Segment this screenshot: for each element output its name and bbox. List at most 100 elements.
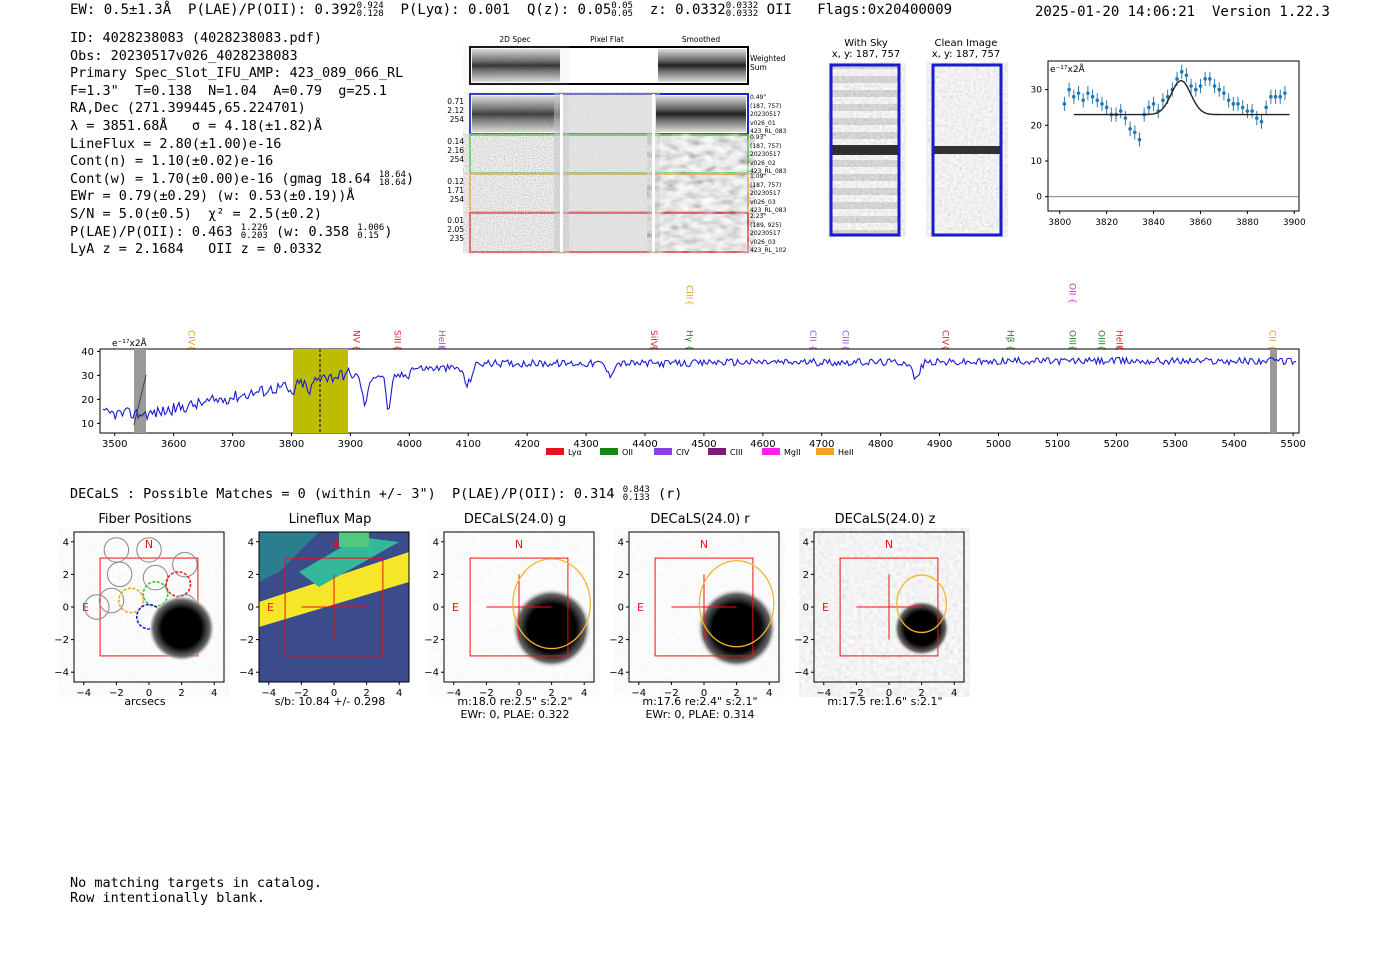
panel-caption: s/b: 10.84 +/- 0.298 xyxy=(274,695,386,708)
east-label: E xyxy=(637,601,644,614)
zoom-datapoint xyxy=(1264,105,1268,110)
plya-value: P(Lyα): 0.001 xyxy=(400,2,511,18)
info-sn: S/N = 5.0(±0.5) χ² = 2.5(±0.2) xyxy=(70,205,322,222)
emission-line-bracket: { xyxy=(940,345,950,351)
panel-ytick-label: 0 xyxy=(618,603,624,614)
spectrum-xtick-label: 5400 xyxy=(1221,439,1246,450)
info-lineflux: LineFlux = 2.80(±1.00)e-16 xyxy=(70,135,282,152)
emission-line-label: CII xyxy=(807,330,817,342)
zoom-datapoint xyxy=(1132,130,1137,135)
emission-line-label: OIII xyxy=(1096,330,1106,345)
spectrum-axes xyxy=(99,348,1300,434)
panel-xtick-label: 4 xyxy=(581,688,587,699)
spectrum-ytick-label: 20 xyxy=(81,395,94,406)
timestamp: 2025-01-20 14:06:21 xyxy=(1034,4,1196,20)
full-spectrum-plot: CIV{NV{SiII{HeII{SiIV{Hγ{CIII{CII{CIII{C… xyxy=(81,283,1306,457)
emission-line-bracket: { xyxy=(683,345,693,351)
panel-caption: m:17.6 re:2.4" s:2.1" EWr: 0, PLAE: 0.314 xyxy=(642,695,758,721)
panel-xtick-label: −2 xyxy=(664,688,679,699)
qz-range: 0.05 0.05 xyxy=(611,1,633,19)
spec2d-images xyxy=(469,46,749,253)
row3-meta: 1.09" (187, 757) 20230517 v026_03 423_RL… xyxy=(750,173,787,214)
panel-image: N E −4 −2 0 2 4 4 2 0 −2 −4 xyxy=(794,531,965,699)
spec2d-row-2 xyxy=(469,134,749,174)
emission-line-bracket: { xyxy=(839,345,849,351)
panel-ytick-label: 0 xyxy=(433,603,439,614)
panel-image: N E −4 −2 0 2 4 4 2 0 −2 −4 xyxy=(424,531,595,699)
zoom-xtick-label: 3880 xyxy=(1236,218,1259,228)
spectrum-xtick-label: 4400 xyxy=(632,439,657,450)
zoom-xtick-label: 3860 xyxy=(1189,218,1212,228)
north-label: N xyxy=(145,538,153,551)
spectrum-xtick-label: 5200 xyxy=(1104,439,1129,450)
zoom-datapoint xyxy=(1147,105,1151,110)
panel-xtick-label: −2 xyxy=(849,688,864,699)
panel-ytick-label: 0 xyxy=(248,603,254,614)
legend-label: MgII xyxy=(784,448,801,457)
panel-title: Fiber Positions xyxy=(98,512,192,527)
panel-xtick-label: 0 xyxy=(886,688,892,699)
spectrum-xtick-label: 3500 xyxy=(102,439,127,450)
sky-cutouts xyxy=(829,63,1003,237)
panel-ytick-label: 4 xyxy=(433,537,439,548)
zoom-xtick-label: 3900 xyxy=(1283,218,1306,228)
panel-ytick-label: 0 xyxy=(803,603,809,614)
panel-ytick-label: 2 xyxy=(803,570,809,581)
north-label: N xyxy=(515,538,523,551)
info-lambda: λ = 3851.68Å σ = 4.18(±1.82)Å xyxy=(70,117,322,134)
spectrum-xtick-label: 5500 xyxy=(1280,439,1305,450)
panel-ytick-label: −2 xyxy=(794,635,809,646)
emission-line-bracket: { xyxy=(1066,345,1076,351)
legend-label: Lyα xyxy=(568,448,582,457)
fiber-circle xyxy=(136,537,162,563)
fiber-circle xyxy=(142,564,169,591)
east-label: E xyxy=(267,601,274,614)
masked-region-left xyxy=(134,349,146,433)
zoom-datapoint xyxy=(1222,91,1226,95)
zoom-datapoint xyxy=(1217,87,1222,92)
spectrum-xtick-label: 5300 xyxy=(1163,439,1188,450)
panel-xtick-label: −2 xyxy=(479,688,494,699)
with-sky-title: With Sky x, y: 187, 757 xyxy=(831,38,901,60)
panel-xtick-label: −4 xyxy=(76,688,91,699)
zoom-datapoint xyxy=(1072,94,1076,99)
panel-ytick-label: 4 xyxy=(63,537,69,548)
zoom-xtick-label: 3820 xyxy=(1095,218,1118,228)
galaxy-ellipse xyxy=(896,574,948,634)
footer-line-2: Row intentionally blank. xyxy=(70,890,266,906)
qz-value: Q(z): 0.05 xyxy=(526,2,612,18)
zoom-datapoint xyxy=(1226,98,1231,103)
panel-xtick-label: −4 xyxy=(261,688,276,699)
spectrum-ytick-label: 10 xyxy=(81,419,94,430)
emission-line-bracket: { xyxy=(436,345,446,351)
version: Version 1.22.3 xyxy=(1211,4,1330,20)
panel-ytick-label: 2 xyxy=(248,570,254,581)
legend-swatch xyxy=(600,448,618,455)
panel-xtick-label: 2 xyxy=(178,688,184,699)
info-slot: Primary Spec_Slot_IFU_AMP: 423_089_066_R… xyxy=(70,65,404,82)
east-label: E xyxy=(452,601,459,614)
zoom-datapoint xyxy=(1067,87,1071,92)
ew-value: EW: 0.5±1.3Å xyxy=(70,2,172,18)
panel-xtick-label: 4 xyxy=(951,688,957,699)
spectrum-xtick-label: 3800 xyxy=(279,439,304,450)
emission-line-label: HeII xyxy=(436,330,446,348)
panel-ytick-label: −4 xyxy=(424,668,439,679)
info-redshifts: LyA z = 2.1684 OII z = 0.0332 xyxy=(70,241,322,258)
panel-ytick-label: −4 xyxy=(794,668,809,679)
spec2d-panel: 2D Spec Pixel Flat Smoothed xyxy=(440,32,790,257)
col-pixel-flat: Pixel Flat xyxy=(590,35,624,44)
panel-title: DECaLS(24.0) g xyxy=(463,512,567,527)
panel-ytick-label: −2 xyxy=(54,635,69,646)
panel-image: N E −4 −2 0 2 4 4 2 0 −2 −4 xyxy=(54,531,225,699)
panel-ytick-label: −4 xyxy=(609,668,624,679)
panel-xtick-label: 4 xyxy=(211,688,217,699)
panel-title: DECaLS(24.0) z xyxy=(834,512,936,527)
legend-swatch xyxy=(816,448,834,455)
panel-image: N E −4 −2 0 2 4 4 2 0 −2 −4 xyxy=(609,531,780,699)
emission-line-label: SiII xyxy=(392,330,402,344)
col-2d-spec: 2D Spec xyxy=(499,35,531,44)
emission-line-label: SiIV xyxy=(648,330,658,348)
panel-xtick-label: 2 xyxy=(733,688,739,699)
fiber-circle xyxy=(118,587,145,614)
